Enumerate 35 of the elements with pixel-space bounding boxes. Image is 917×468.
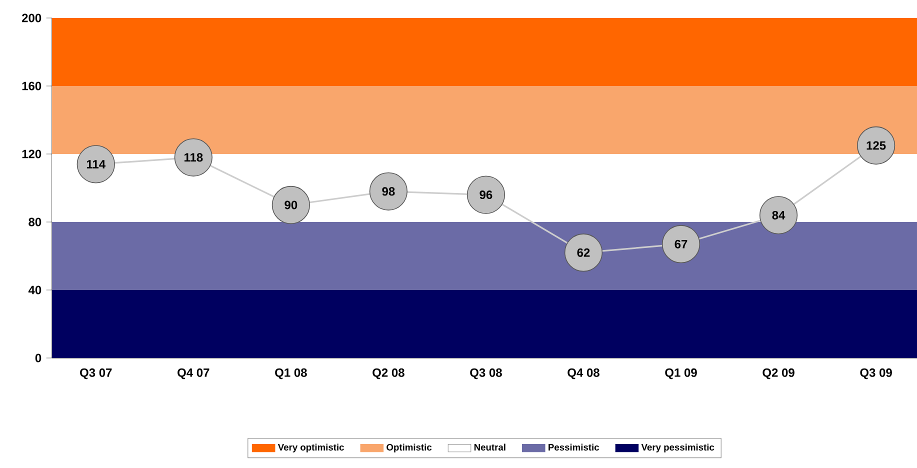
x-tick-label: Q1 08 bbox=[275, 368, 307, 380]
data-label: 118 bbox=[184, 153, 203, 162]
legend-label: Pessimistic bbox=[548, 444, 600, 451]
point bbox=[662, 225, 700, 264]
data-label: 96 bbox=[480, 190, 492, 200]
x-tick-label: Q2 09 bbox=[762, 368, 794, 380]
x-tick-label: Q1 09 bbox=[665, 368, 697, 380]
data-label: 98 bbox=[382, 187, 395, 196]
data-label: 67 bbox=[674, 240, 688, 248]
x-tick-label: Q2 08 bbox=[372, 368, 404, 380]
y-tick-label: 0 bbox=[35, 354, 42, 362]
x-tick-label: Q4 07 bbox=[178, 368, 210, 380]
data-label: 84 bbox=[772, 210, 786, 220]
point bbox=[564, 234, 603, 272]
legend-label: Optimistic bbox=[386, 444, 432, 452]
legend-label: Very optimistic bbox=[278, 444, 344, 452]
point bbox=[272, 186, 310, 224]
x-tick-label: Q3 09 bbox=[860, 368, 892, 380]
y-tick-label: 160 bbox=[22, 82, 42, 90]
point bbox=[759, 196, 798, 234]
x-tick-label: Q3 07 bbox=[80, 368, 112, 380]
point bbox=[369, 172, 408, 210]
x-tick-label: Q3 08 bbox=[470, 368, 502, 380]
x-tick-label: Q4 08 bbox=[568, 368, 600, 380]
point bbox=[466, 176, 506, 214]
y-tick-label: 40 bbox=[28, 286, 42, 294]
data-label: 62 bbox=[577, 248, 590, 257]
data-label: 90 bbox=[284, 200, 298, 210]
legend-label: Very pessimistic bbox=[641, 444, 714, 452]
legend-label: Neutral bbox=[474, 444, 506, 451]
data-label: 114 bbox=[86, 160, 106, 168]
y-tick-label: 80 bbox=[28, 218, 42, 226]
y-tick-label: 200 bbox=[22, 14, 42, 22]
data-label: 125 bbox=[866, 141, 886, 150]
y-tick-label: 120 bbox=[22, 150, 42, 158]
